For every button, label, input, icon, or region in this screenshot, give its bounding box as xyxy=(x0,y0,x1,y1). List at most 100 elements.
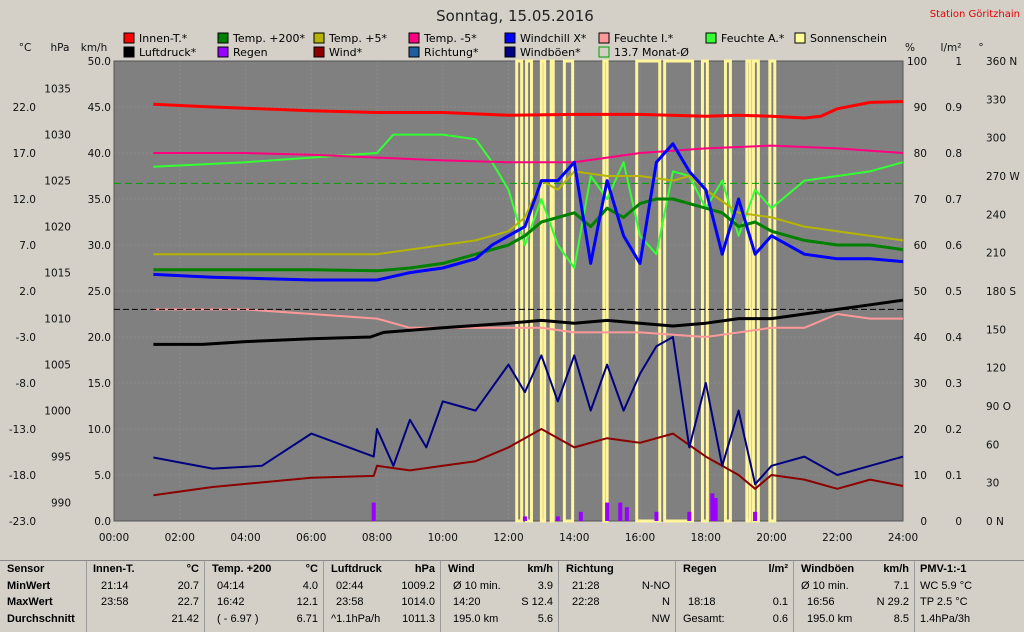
legend-swatch-temp-5 xyxy=(313,32,325,44)
legend-label-richtung: Richtung* xyxy=(424,46,479,59)
y-tick-direction: 270 W xyxy=(986,171,1020,183)
y-tick-rain: 0.4 xyxy=(945,332,962,344)
legend-swatch-temp-5 xyxy=(408,32,420,44)
y-tick-wind: 5.0 xyxy=(94,470,111,482)
stats-temp200-max-value: 12.1 xyxy=(296,596,318,608)
stats-richtung-header: Richtung xyxy=(566,563,614,575)
y-tick-wind: 20.0 xyxy=(88,332,111,344)
y-tick-rain: 0.3 xyxy=(945,378,962,390)
stats-richtung-avg-value: NW xyxy=(651,612,670,625)
y-tick-rain: 1 xyxy=(955,56,962,68)
y-tick-temperature: -13.0 xyxy=(9,424,36,436)
y-tick-temperature: -3.0 xyxy=(16,332,37,344)
stats-windboeen-unit: km/h xyxy=(883,563,909,575)
stats-pmv-dewpoint: TP 2.5 °C xyxy=(920,596,968,608)
series-line-windb-en xyxy=(153,336,904,486)
series-line-wind xyxy=(153,428,904,497)
legend-label-regen: Regen xyxy=(233,46,268,59)
y-tick-humidity: 20 xyxy=(914,424,927,436)
series-line-innen-t xyxy=(153,100,904,120)
stats-regen-header: Regen xyxy=(683,563,717,575)
legend-swatch-regen xyxy=(217,46,229,58)
y-tick-humidity: 100 xyxy=(907,56,927,68)
stats-wind-max-value: S 12.4 xyxy=(521,596,553,608)
y-tick-wind: 35.0 xyxy=(88,194,111,206)
y-tick-rain: 0.9 xyxy=(945,102,962,114)
y-tick-humidity: 70 xyxy=(914,194,927,206)
legend-swatch-feuchte-i xyxy=(598,32,610,44)
y-tick-pressure: 1000 xyxy=(44,406,71,418)
x-tick-label: 22:00 xyxy=(822,532,852,544)
y-tick-wind: 0.0 xyxy=(94,516,111,528)
series-line-feuchte-a xyxy=(153,133,904,269)
y-tick-humidity: 40 xyxy=(914,332,927,344)
y-tick-direction: 300 xyxy=(986,133,1006,145)
series-line-temp-200 xyxy=(153,197,904,273)
series-line-temp-5 xyxy=(153,144,904,164)
x-tick-label: 06:00 xyxy=(296,532,326,544)
grid xyxy=(113,60,904,522)
legend-label-wind: Wind* xyxy=(329,46,363,59)
stats-temp200-min-value: 4.0 xyxy=(302,579,318,592)
y-tick-humidity: 90 xyxy=(914,102,927,114)
y-tick-humidity: 80 xyxy=(914,148,927,160)
stats-wind-unit: km/h xyxy=(527,563,553,575)
y-tick-direction: 0 N xyxy=(986,516,1004,528)
stats-wind-avg-value: 5.6 xyxy=(537,612,553,625)
x-tick-label: 14:00 xyxy=(559,532,589,544)
legend: Innen-T.*Luftdruck* Temp. +200*Regen Temp.… xyxy=(123,32,887,59)
legend-label-sonnenschein: Sonnenschein xyxy=(810,32,887,45)
stats-richtung-max-value: N xyxy=(662,596,670,608)
sunshine-bar xyxy=(549,59,555,523)
rain-bar xyxy=(753,511,758,521)
stats-windboeen-column: Windböen km/h Ø 10 min. 7.1 16:56 N 29.2 19… xyxy=(794,561,915,632)
legend-label-feuchte-a: Feuchte A.* xyxy=(721,32,785,45)
stats-innen-header: Innen-T. xyxy=(93,563,135,575)
y-tick-wind: 45.0 xyxy=(88,102,111,114)
stats-temp200-max-time: 16:42 xyxy=(217,596,245,608)
chart-title: Sonntag, 15.05.2016 xyxy=(436,7,594,25)
legend-swatch-sonnenschein xyxy=(794,32,806,44)
stats-wind-min-value: 3.9 xyxy=(537,579,553,592)
legend-swatch-windb-en xyxy=(504,46,516,58)
y-tick-temperature: -18.0 xyxy=(9,470,36,482)
x-tick-label: 12:00 xyxy=(493,532,523,544)
legend-label-13-7-monat: 13.7 Monat-Ø xyxy=(614,46,689,59)
y-tick-humidity: 0 xyxy=(920,516,927,528)
stats-min-label: MinWert xyxy=(7,579,51,592)
legend-label-windb-en: Windböen* xyxy=(520,46,581,59)
legend-swatch-temp-200 xyxy=(217,32,229,44)
stats-sensor-header: Sensor xyxy=(7,563,45,575)
stats-windboeen-avg-value: 8.5 xyxy=(893,612,909,625)
y-tick-pressure: 1030 xyxy=(44,130,71,142)
y-tick-pressure: 1015 xyxy=(44,268,71,280)
stats-richtung-min-value: N-NO xyxy=(641,579,670,592)
y-tick-temperature: 22.0 xyxy=(13,102,36,114)
y-tick-wind: 40.0 xyxy=(88,148,111,160)
stats-regen-total-label: Gesamt: xyxy=(683,612,725,625)
stats-richtung-min-time: 21:28 xyxy=(572,579,600,592)
stats-luftdruck-avg-value: 1011.3 xyxy=(402,612,435,625)
y-tick-temperature: 17.0 xyxy=(13,148,36,160)
legend-swatch-13-7-monat xyxy=(598,46,610,58)
stats-windboeen-header: Windböen xyxy=(801,563,855,575)
x-tick-label: 04:00 xyxy=(230,532,260,544)
rain-bar xyxy=(618,502,623,521)
legend-swatch-innen-t xyxy=(123,32,135,44)
y-tick-rain: 0 xyxy=(955,516,962,528)
stats-regen-max-value: 0.1 xyxy=(772,596,788,608)
unit-header-degree: ° xyxy=(978,42,983,54)
stats-innen-max-value: 22.7 xyxy=(177,596,199,608)
plot-series xyxy=(114,59,904,523)
stats-innen-avg-value: 21.42 xyxy=(171,612,199,625)
stats-innen-min-value: 20.7 xyxy=(177,579,199,592)
y-tick-temperature: -23.0 xyxy=(9,516,36,528)
x-tick-label: 16:00 xyxy=(625,532,655,544)
x-tick-label: 08:00 xyxy=(362,532,392,544)
stats-innen-column: Innen-T. °C 21:14 20.7 23:58 22.7 21.42 xyxy=(87,561,205,632)
sunshine-bar xyxy=(539,59,547,523)
stats-windboeen-max-value: N 29.2 xyxy=(876,596,909,608)
stats-luftdruck-min-value: 1009.2 xyxy=(401,579,435,592)
stats-luftdruck-column: Luftdruck hPa 02:44 1009.2 23:58 1014.0 ^1.… xyxy=(324,561,441,632)
y-tick-rain: 0.6 xyxy=(945,240,962,252)
